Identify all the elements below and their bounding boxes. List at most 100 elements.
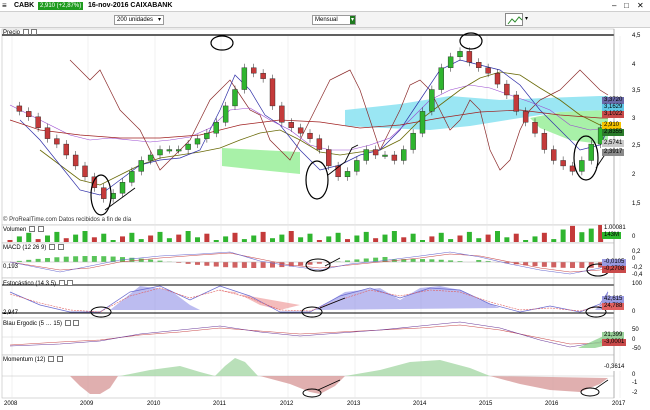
restore-icon[interactable]: □ [624,1,629,10]
macd-bar [232,262,238,268]
candle [232,89,238,107]
close-panel-icon[interactable] [31,29,38,36]
volume-bar [495,231,500,242]
volume-bar [91,237,97,242]
close-panel-icon[interactable] [73,320,80,327]
settings-icon[interactable] [49,244,56,251]
macd-bar [476,260,482,262]
value-tag: 21,399 [602,332,625,339]
close-panel-icon[interactable] [67,280,74,287]
volume-bar [476,238,482,242]
candle [588,143,594,161]
volume-bar [26,232,32,242]
volume-bar [213,240,219,242]
toolbar: 200 unidades ▾ Mensual ▾ ▾ [0,12,650,28]
price-line-purple [9,84,609,151]
candle [401,149,407,161]
annotation-circle [580,387,600,397]
settings-icon[interactable] [29,226,36,233]
volume-bar [110,240,116,242]
period-select[interactable]: Mensual ▾ [312,15,356,25]
macd-bar [260,262,266,268]
macd-bar [251,262,257,268]
units-select[interactable]: 200 unidades ▾ [114,15,164,25]
volume-bar [598,225,604,242]
candle [176,149,182,152]
candle [35,116,41,128]
settings-icon[interactable] [22,29,29,36]
macd-bar [401,259,407,262]
x-axis-label: 2012 [280,401,294,407]
macd-bar [35,258,41,262]
candle [429,89,435,112]
candle [419,111,426,134]
volume-panel-title: Volumen [3,226,44,234]
momentum-fill-red [70,376,118,394]
macd-bar [26,259,32,262]
settings-icon[interactable] [64,320,71,327]
stochastic-k-line [9,285,609,313]
momentum-fill-green [345,360,490,376]
menu-icon[interactable]: ≡ [2,1,7,10]
volume-bar [466,231,472,242]
y-axis-tick: 4,5 [632,33,641,39]
macd-panel-title: MACD (12 26 9) [3,244,64,252]
macd-bar [204,262,210,266]
candle [382,154,388,157]
macd-bar [73,256,79,262]
annotation-circle [301,306,323,318]
volume-bar [176,234,182,242]
candle [297,127,304,134]
value-tag: 2,910 [602,122,622,129]
settings-icon[interactable] [48,356,55,363]
indicators-icon[interactable] [505,13,523,26]
annotation-circle [585,306,607,318]
volume-bar [73,234,79,242]
candle [54,138,60,145]
value-tag: 3,1022 [602,111,625,118]
close-panel-icon[interactable] [56,356,63,363]
blau-panel-frame [1,317,615,356]
candle [363,149,369,161]
candle [63,143,69,156]
close-panel-icon[interactable] [37,226,44,233]
candle [372,149,379,156]
macd-bar [270,262,275,268]
volume-bar [588,228,594,242]
close-icon[interactable]: ✕ [637,1,644,10]
volume-bar [560,229,566,242]
candle [147,154,154,161]
x-axis-label: 2016 [545,401,559,407]
minimize-icon[interactable]: – [612,1,617,10]
volume-bar [185,231,191,242]
momentum-title-text: Momentum (12) [3,357,46,363]
macd-bar [241,262,247,268]
macd-bar [138,258,144,262]
volume-bar [279,234,285,242]
annotation-circle [459,32,483,50]
volume-bar [101,233,107,242]
settings-icon[interactable] [58,280,65,287]
candle [157,149,163,156]
candle [476,62,482,68]
value-tag: 2,5741 [602,140,625,147]
candle [326,149,332,167]
stochastic-fill-blue [315,286,500,310]
macd-bar [16,260,22,262]
volume-bar [345,239,350,242]
momentum-panel-title: Momentum (12) [3,356,63,364]
y-axis-tick: -2 [632,390,638,396]
macd-bar [195,262,200,265]
candle [269,78,276,107]
chevron-down-icon[interactable]: ▾ [525,16,529,22]
blau-fill-green [578,334,608,348]
volume-bar [270,238,275,242]
volume-bar [307,233,313,242]
macd-bar [213,262,219,267]
candle [101,187,107,199]
annotation-arrow [317,379,341,391]
macd-bar [570,262,575,268]
close-panel-icon[interactable] [57,244,64,251]
